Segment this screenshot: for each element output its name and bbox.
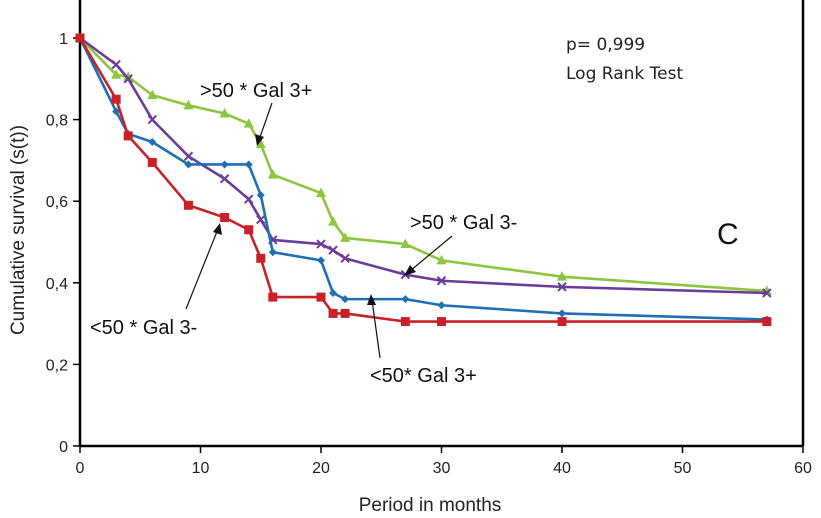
data-point-50-gal-3	[557, 282, 567, 292]
series-label-gt50-gal3-neg: >50 * Gal 3-	[410, 212, 517, 234]
data-point-50-gal-3	[147, 114, 158, 125]
series-line-50-gal-3	[79, 37, 767, 293]
data-point-50-gal-3	[762, 288, 772, 298]
data-point-50-gal-3	[437, 301, 446, 310]
data-point-50-gal-3	[220, 213, 230, 223]
series-label-lt50-gal3-neg: <50 * Gal 3-	[90, 317, 197, 339]
data-point-50-gal-3	[267, 169, 278, 179]
x-tick-label: 40	[553, 460, 571, 477]
data-point-50-gal-3	[401, 295, 410, 304]
data-point-50-gal-3	[255, 138, 266, 149]
data-point-50-gal-3	[147, 89, 158, 100]
pointer-arrow-lt50-gal3-pos	[371, 299, 381, 359]
y-tick-label: 0,6	[46, 194, 68, 211]
axis-ticks: 0 10 20 30 40 50 60 0 0,2 0,4 0,6 0,8 1	[46, 31, 812, 477]
chart-labels: Period in months Cumulative survival (s(…	[8, 35, 739, 516]
x-tick-label: 30	[433, 460, 451, 477]
data-point-50-gal-3	[436, 276, 447, 286]
data-point-50-gal-3	[184, 160, 193, 169]
data-point-50-gal-3	[111, 94, 121, 104]
data-point-50-gal-3	[317, 256, 325, 265]
pointer-arrow-lt50-gal3-neg	[185, 228, 219, 310]
data-point-50-gal-3	[111, 69, 122, 79]
data-point-50-gal-3	[256, 253, 266, 263]
pointer-arrow-gt50-gal3-pos	[258, 102, 273, 141]
data-point-50-gal-3	[75, 33, 85, 43]
data-point-50-gal-3	[147, 157, 157, 167]
pointer-arrowhead-lt50-gal3-pos	[367, 294, 376, 305]
data-point-50-gal-3	[558, 309, 566, 318]
y-axis-title: Cumulative survival (s(t))	[8, 125, 29, 335]
y-tick-label: 1	[59, 31, 68, 48]
data-point-50-gal-3	[268, 248, 277, 257]
data-point-50-gal-3	[316, 239, 326, 249]
x-tick-label: 20	[312, 460, 330, 477]
data-point-50-gal-3	[437, 317, 446, 327]
data-point-50-gal-3	[244, 160, 253, 169]
data-point-50-gal-3	[328, 245, 338, 255]
data-point-50-gal-3	[123, 71, 134, 81]
pointer-arrowhead-lt50-gal3-neg	[213, 223, 222, 235]
y-tick-label: 0,8	[46, 113, 68, 130]
data-point-50-gal-3	[219, 107, 230, 118]
data-point-50-gal-3	[244, 225, 254, 235]
data-point-50-gal-3	[123, 131, 133, 141]
series-line-50-gal-3	[78, 37, 767, 323]
data-point-50-gal-3	[256, 214, 266, 225]
pointer-arrow-gt50-gal3-neg	[409, 235, 453, 272]
x-axis-title: Period in months	[359, 495, 502, 516]
data-point-50-gal-3	[436, 254, 447, 265]
x-tick-label: 60	[794, 460, 812, 477]
data-point-50-gal-3	[340, 308, 350, 318]
data-point-50-gal-3	[328, 308, 338, 318]
data-point-50-gal-3	[400, 317, 410, 327]
data-point-50-gal-3	[316, 292, 326, 302]
data-point-50-gal-3	[341, 295, 350, 304]
data-point-50-gal-3	[329, 289, 338, 297]
data-point-50-gal-3	[400, 238, 411, 249]
x-tick-label: 0	[76, 460, 85, 477]
data-point-50-gal-3	[219, 174, 230, 184]
log-rank-test-text: Log Rank Test	[566, 64, 683, 84]
data-point-50-gal-3	[123, 74, 133, 84]
p-value-text: p= 0,999	[566, 35, 645, 55]
data-point-50-gal-3	[762, 317, 772, 327]
data-point-50-gal-3	[148, 138, 157, 147]
data-point-50-gal-3	[316, 187, 326, 198]
data-point-50-gal-3	[183, 200, 193, 210]
data-point-50-gal-3	[256, 191, 265, 200]
series-label-gt50-gal3-pos: >50 * Gal 3+	[200, 80, 312, 102]
data-point-50-gal-3	[340, 253, 350, 264]
pointer-arrowhead-gt50-gal3-neg	[404, 265, 416, 276]
data-point-50-gal-3	[557, 271, 567, 281]
data-point-50-gal-3	[183, 151, 194, 162]
x-tick-label: 10	[192, 460, 210, 477]
data-point-50-gal-3	[340, 232, 351, 242]
data-point-50-gal-3	[557, 317, 567, 327]
data-point-50-gal-3	[183, 99, 194, 110]
data-point-50-gal-3	[243, 118, 254, 128]
data-point-50-gal-3	[220, 160, 229, 169]
y-tick-label: 0,4	[46, 276, 68, 293]
series-group	[75, 32, 772, 327]
panel-letter: C	[717, 218, 739, 251]
x-tick-label: 50	[674, 460, 692, 477]
y-tick-label: 0	[59, 439, 68, 456]
data-point-50-gal-3	[243, 194, 254, 204]
series-label-lt50-gal3-pos: <50* Gal 3+	[370, 365, 477, 387]
data-point-50-gal-3	[328, 216, 339, 226]
y-tick-label: 0,2	[46, 357, 68, 374]
data-point-50-gal-3	[111, 59, 121, 70]
pointer-arrowhead-gt50-gal3-pos	[255, 134, 264, 146]
series-line-50-gal-3	[78, 37, 767, 321]
data-point-50-gal-3	[268, 292, 278, 302]
